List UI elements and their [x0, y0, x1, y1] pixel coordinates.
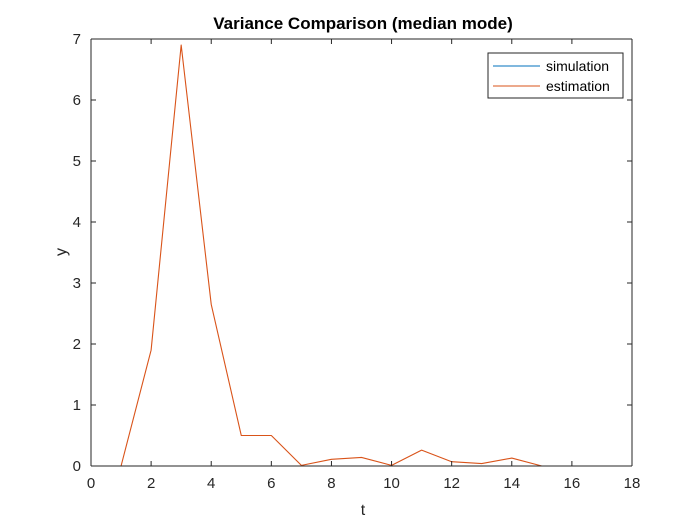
x-axis-label: t: [361, 502, 366, 519]
legend-box: [487, 52, 624, 99]
x-tick-label: 18: [624, 475, 641, 492]
x-tick-label: 10: [383, 475, 400, 492]
chart-title: Variance Comparison (median mode): [213, 14, 512, 33]
y-axis-label: y: [53, 248, 70, 256]
y-tick-label: 2: [73, 336, 81, 353]
x-tick-label: 4: [207, 475, 215, 492]
x-tick-label: 12: [443, 475, 460, 492]
y-tick-label: 4: [73, 214, 81, 231]
x-tick-label: 16: [564, 475, 581, 492]
axes-background: [91, 39, 632, 466]
legend-label-estimation: estimation: [546, 78, 610, 94]
x-tick-label: 14: [503, 475, 520, 492]
x-tick-label: 8: [327, 475, 335, 492]
y-tick-label: 7: [73, 31, 81, 48]
y-tick-label: 1: [73, 397, 81, 414]
y-tick-label: 6: [73, 92, 81, 109]
legend-label-simulation: simulation: [546, 58, 609, 74]
y-tick-label: 3: [73, 275, 81, 292]
y-tick-label: 5: [73, 153, 81, 170]
x-tick-label: 2: [147, 475, 155, 492]
x-tick-label: 0: [87, 475, 95, 492]
legend: simulation estimation: [487, 52, 624, 99]
x-tick-label: 6: [267, 475, 275, 492]
y-tick-label: 0: [73, 458, 81, 475]
